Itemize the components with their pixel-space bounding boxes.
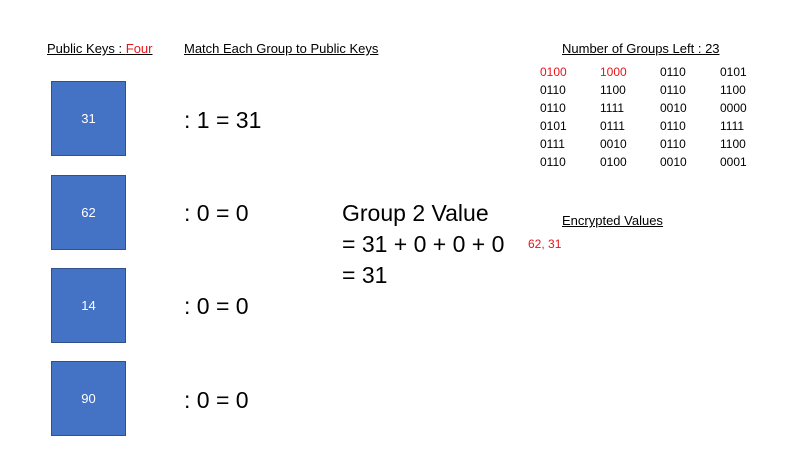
group-value-result: = 31 xyxy=(342,262,388,288)
bit-group-cell: 0010 xyxy=(660,155,687,169)
public-keys-heading: Public Keys : Four xyxy=(47,41,153,57)
bit-group-cell: 0010 xyxy=(660,101,687,115)
group-value-block: Group 2 Value = 31 + 0 + 0 + 0 = 31 xyxy=(342,198,504,291)
public-key-value: 62 xyxy=(81,205,96,220)
bit-group-cell: 0110 xyxy=(540,155,566,169)
public-key-value: 90 xyxy=(81,391,96,406)
bit-group-cell: 0101 xyxy=(540,119,567,133)
bit-group-cell: 1100 xyxy=(720,137,746,151)
key-equation: : 0 = 0 xyxy=(184,293,249,319)
key-equation: : 0 = 0 xyxy=(184,387,249,413)
bit-group-cell: 1100 xyxy=(720,83,746,97)
bit-group-cell: 0101 xyxy=(720,65,747,79)
group-value-title: Group 2 Value xyxy=(342,200,489,226)
public-keys-label: Public Keys : xyxy=(47,41,126,56)
groups-left-heading: Number of Groups Left : 23 xyxy=(562,41,720,56)
bit-group-cell: 0110 xyxy=(660,65,686,79)
key-equation: : 0 = 0 xyxy=(184,200,249,226)
encrypted-values-heading: Encrypted Values xyxy=(562,213,663,228)
bit-group-cell: 0001 xyxy=(720,155,747,169)
encrypted-values: 62, 31 xyxy=(528,237,562,251)
public-key-box: 14 xyxy=(51,268,126,343)
bit-group-cell: 0110 xyxy=(660,137,686,151)
bit-group-cell: 0110 xyxy=(540,83,566,97)
group-value-sum: = 31 + 0 + 0 + 0 xyxy=(342,231,505,257)
bit-group-cell: 0110 xyxy=(540,101,566,115)
key-equation: : 1 = 31 xyxy=(184,107,262,133)
bit-group-cell: 0010 xyxy=(600,137,627,151)
match-heading: Match Each Group to Public Keys xyxy=(184,41,379,56)
public-key-value: 14 xyxy=(81,298,96,313)
bit-group-cell: 0111 xyxy=(600,119,625,133)
bit-group-cell: 1111 xyxy=(720,119,745,133)
bit-group-cell: 1100 xyxy=(600,83,626,97)
bit-group-cell: 1000 xyxy=(600,65,627,79)
bit-group-cell: 0100 xyxy=(540,65,567,79)
public-key-box: 31 xyxy=(51,81,126,156)
public-keys-count: Four xyxy=(125,41,153,56)
bit-groups-grid: 0100 1000 0110 0101 0110 1100 0110 1100 0110 1111… xyxy=(540,63,780,171)
bit-group-cell: 0000 xyxy=(720,101,747,115)
public-key-value: 31 xyxy=(81,111,96,126)
public-key-box: 90 xyxy=(51,361,126,436)
bit-group-cell: 0110 xyxy=(660,83,686,97)
bit-group-cell: 0110 xyxy=(660,119,686,133)
bit-group-cell: 0100 xyxy=(600,155,627,169)
bit-group-cell: 1111 xyxy=(600,101,625,115)
public-key-box: 62 xyxy=(51,175,126,250)
bit-group-cell: 0111 xyxy=(540,137,565,151)
